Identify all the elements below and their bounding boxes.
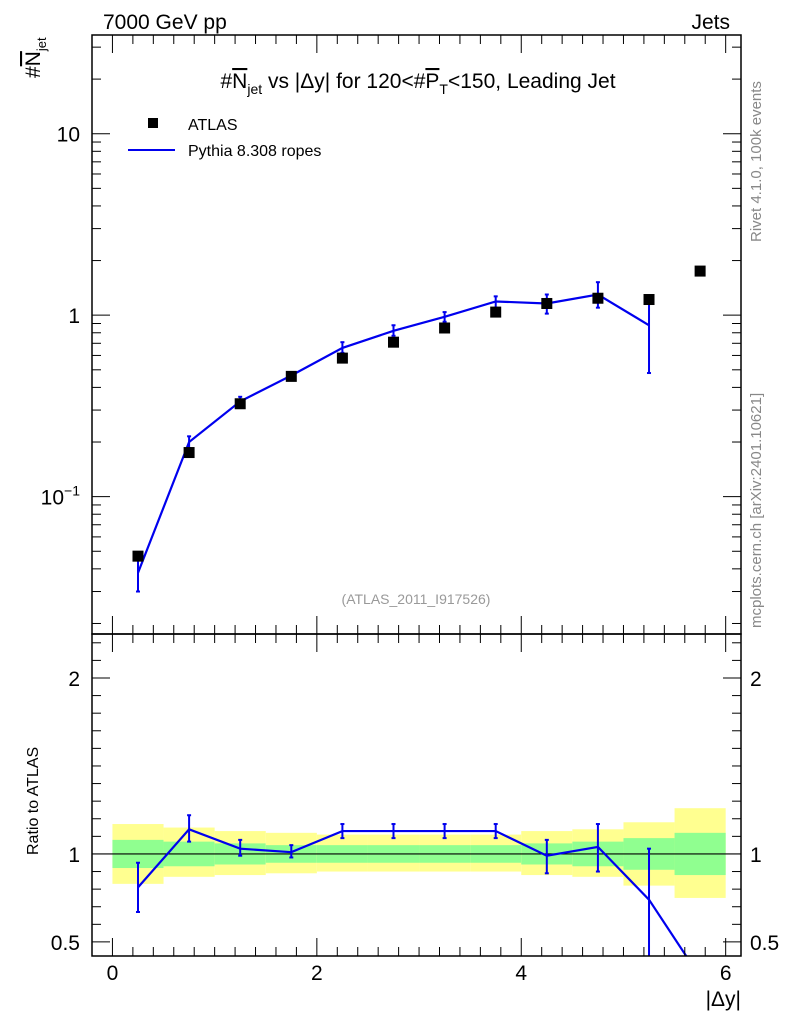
ratio-y-tick-label-right: 1	[750, 844, 762, 867]
atlas-data-point	[439, 322, 451, 334]
legend: ATLAS Pythia 8.308 ropes	[128, 117, 321, 160]
atlas-data-point	[694, 265, 706, 277]
atlas-data-point	[490, 306, 502, 318]
ratio-y-tick-label-left: 2	[68, 668, 80, 691]
analysis-reference: (ATLAS_2011_I917526)	[342, 591, 491, 607]
main-plot-area: 10−1 1 10	[41, 34, 742, 635]
atlas-data-point	[183, 447, 195, 459]
atlas-data-point	[643, 294, 655, 306]
ratio-y-tick-label-left: 0.5	[51, 932, 80, 955]
atlas-data-point	[285, 370, 297, 382]
atlas-data-point	[388, 336, 400, 348]
atlas-data-point	[234, 398, 246, 410]
legend-data-label: ATLAS	[188, 117, 238, 134]
process-label: Jets	[691, 11, 730, 34]
ratio-y-tick-label-left: 1	[68, 844, 80, 867]
atlas-data-point	[541, 297, 553, 309]
main-y-tick-label: 10	[57, 124, 80, 147]
x-tick-label: 4	[515, 962, 527, 985]
mcplots-source-label: mcplots.cern.ch [arXiv:2401.10621]	[748, 393, 765, 628]
ratio-y-tick-label-right: 2	[750, 668, 762, 691]
atlas-data-point	[592, 292, 604, 304]
main-y-tick-label: 1	[68, 305, 80, 328]
main-y-tick-label: 10−1	[41, 483, 81, 510]
ratio-plot-area: 0.5 0.5 1 1 2 2 0 2 4 6	[51, 633, 779, 985]
atlas-data-point	[132, 550, 144, 562]
rivet-version-label: Rivet 4.1.0, 100k events	[748, 81, 765, 242]
plot-title: #Njet vs |Δy| for 120<#PT<150, Leading J…	[220, 70, 615, 97]
ratio-plot-frame	[91, 633, 742, 957]
ratio-mc-line	[137, 828, 688, 957]
energy-label: 7000 GeV pp	[103, 11, 227, 34]
atlas-data-point	[336, 352, 348, 364]
x-tick-label: 6	[720, 962, 732, 985]
ratio-y-axis-label: Ratio to ATLAS	[25, 747, 42, 855]
x-axis-label: |Δy|	[706, 988, 741, 1011]
ratio-y-tick-label-right: 0.5	[750, 932, 779, 955]
legend-mc-label: Pythia 8.308 ropes	[188, 143, 321, 160]
x-tick-label: 2	[311, 962, 323, 985]
legend-data-marker	[148, 118, 158, 128]
x-tick-label: 0	[107, 962, 119, 985]
main-y-axis-label: #Njet	[22, 37, 49, 78]
